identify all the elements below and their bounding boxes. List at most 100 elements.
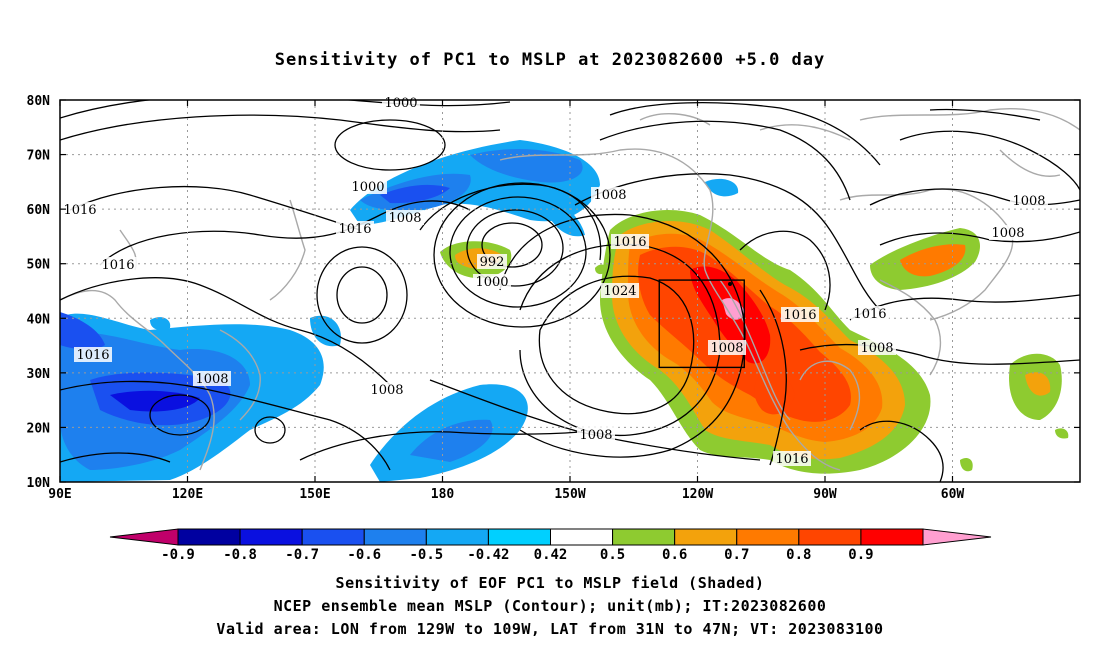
- svg-text:1016: 1016: [775, 452, 808, 467]
- colorbar-tick-label: 0.5: [600, 547, 625, 563]
- caption-valid-area: Valid area: LON from 129W to 109W, LAT f…: [216, 620, 884, 638]
- contour-label: 1000: [349, 179, 387, 195]
- lat-label: 40N: [27, 312, 51, 327]
- colorbar-tick-label: 0.7: [724, 547, 749, 563]
- svg-text:1008: 1008: [860, 341, 893, 356]
- positive-sensitivity-shading: [440, 210, 1069, 474]
- lon-label: 120W: [682, 487, 713, 502]
- contour-label: 1008: [368, 382, 406, 398]
- contour-label: 1008: [386, 210, 424, 226]
- svg-text:1008: 1008: [579, 428, 612, 443]
- contour-label: 1000: [473, 274, 511, 290]
- colorbar-tick-label: 0.9: [848, 547, 873, 563]
- colorbar-tick-label: 0.42: [534, 547, 568, 563]
- lat-label: 80N: [27, 94, 51, 109]
- colorbar-segment: [860, 528, 924, 546]
- contour-label: 1024: [601, 283, 639, 299]
- svg-text:1016: 1016: [853, 307, 886, 322]
- svg-text:1016: 1016: [76, 348, 109, 363]
- colorbar-segment: [736, 528, 800, 546]
- colorbar-tick-label: -0.42: [467, 547, 509, 563]
- contour-label: 1008: [577, 427, 615, 443]
- lon-label: 90E: [48, 487, 71, 502]
- contour-label: 1000: [382, 95, 420, 111]
- lat-label: 10N: [27, 476, 51, 491]
- svg-text:1016: 1016: [101, 258, 134, 273]
- caption-shaded: Sensitivity of EOF PC1 to MSLP field (Sh…: [335, 574, 765, 592]
- lon-label: 150W: [554, 487, 585, 502]
- colorbar-tick-label: -0.9: [161, 547, 195, 563]
- colorbar-tick-label: 0.8: [786, 547, 811, 563]
- lat-label: 20N: [27, 421, 51, 436]
- colorbar-tick-label: -0.8: [223, 547, 257, 563]
- svg-text:1016: 1016: [613, 235, 646, 250]
- contour-label: 1008: [1010, 193, 1048, 209]
- latitude-labels: 80N 70N 60N 50N 40N 30N 20N 10N: [27, 94, 1080, 491]
- colorbar-tick-label: -0.6: [347, 547, 381, 563]
- svg-text:1000: 1000: [351, 180, 384, 195]
- svg-text:1008: 1008: [370, 383, 403, 398]
- lon-label: 150E: [299, 487, 330, 502]
- color-bar-tick-labels: -0.9 -0.8 -0.7 -0.6 -0.5 -0.42 0.42 0.5 0.6 0.7 0.…: [161, 547, 873, 563]
- svg-text:1008: 1008: [991, 226, 1024, 241]
- svg-text:1008: 1008: [195, 372, 228, 387]
- colorbar-segment: [550, 528, 614, 546]
- contour-label: 1016: [99, 257, 137, 273]
- colorbar-tick-label: -0.5: [409, 547, 443, 563]
- contour-label: 1016: [851, 306, 889, 322]
- svg-text:1008: 1008: [1012, 194, 1045, 209]
- lon-label: 60W: [941, 487, 965, 502]
- svg-text:992: 992: [480, 255, 505, 270]
- svg-text:1008: 1008: [388, 211, 421, 226]
- colorbar-upper-triangle: [922, 528, 992, 546]
- contour-label: 1008: [193, 371, 231, 387]
- lon-label: 90W: [813, 487, 837, 502]
- colorbar-segment: [177, 528, 241, 546]
- valid-area-box: [658, 279, 745, 369]
- colorbar-segment: [798, 528, 862, 546]
- svg-text:1016: 1016: [783, 308, 816, 323]
- svg-text:1016: 1016: [63, 203, 96, 218]
- reference-point-marker: [728, 282, 732, 286]
- lat-label: 70N: [27, 149, 51, 164]
- colorbar-segment: [425, 528, 489, 546]
- contour-label: 1016: [336, 221, 374, 237]
- negative-sensitivity-shading: [60, 140, 739, 482]
- contour-label: 992: [477, 254, 507, 270]
- svg-text:1000: 1000: [384, 96, 417, 111]
- lon-label: 180: [431, 487, 455, 502]
- contour-label: 1008: [858, 340, 896, 356]
- color-bar: [109, 528, 992, 546]
- colorbar-tick-label: 0.6: [662, 547, 687, 563]
- svg-text:1008: 1008: [593, 188, 626, 203]
- map-title: Sensitivity of PC1 to MSLP at 2023082600…: [274, 50, 826, 70]
- grid-lines: [60, 100, 1080, 482]
- svg-text:1016: 1016: [338, 222, 371, 237]
- contour-label: 1016: [773, 451, 811, 467]
- contour-label: 1008: [591, 187, 629, 203]
- contour-label: 1008: [708, 340, 746, 356]
- colorbar-segment: [612, 528, 676, 546]
- contour-labels: 1000 1000 1008 1016 1016 1016 992 1000 1008 1016 1…: [61, 95, 1048, 467]
- contour-label: 1016: [611, 234, 649, 250]
- colorbar-segment: [363, 528, 427, 546]
- longitude-labels: 90E 120E 150E 180 150W 120W 90W 60W: [48, 100, 964, 502]
- colorbar-segment: [487, 528, 551, 546]
- colorbar-lower-triangle: [109, 528, 179, 546]
- lat-label: 30N: [27, 367, 51, 382]
- lon-label: 120E: [172, 487, 203, 502]
- colorbar-segment: [239, 528, 303, 546]
- colorbar-segment: [301, 528, 365, 546]
- mslp-contours: [60, 100, 1080, 482]
- lat-label: 50N: [27, 258, 51, 273]
- svg-text:1008: 1008: [710, 341, 743, 356]
- contour-label: 1016: [781, 307, 819, 323]
- contour-label: 1008: [989, 225, 1027, 241]
- svg-text:1000: 1000: [475, 275, 508, 290]
- caption-contour: NCEP ensemble mean MSLP (Contour); unit(…: [273, 597, 827, 615]
- colorbar-tick-label: -0.7: [285, 547, 319, 563]
- contour-label: 1016: [74, 347, 112, 363]
- lat-label: 60N: [27, 203, 51, 218]
- svg-text:1024: 1024: [603, 284, 636, 299]
- contour-label: 1016: [61, 202, 99, 218]
